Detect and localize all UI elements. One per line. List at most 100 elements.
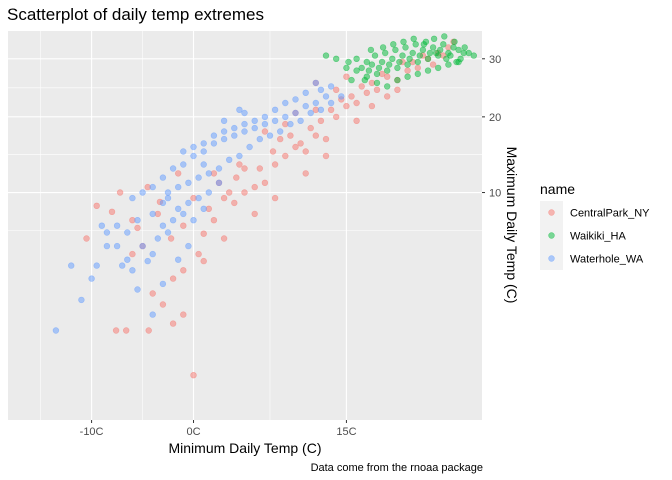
point-Waterhole_WA bbox=[149, 183, 156, 191]
point-Waterhole_WA bbox=[251, 124, 258, 132]
x-tick-label: -10C bbox=[80, 426, 104, 438]
point-Waikiki_HA bbox=[440, 41, 447, 48]
point-Waterhole_WA bbox=[190, 143, 197, 151]
point-Waterhole_WA bbox=[113, 242, 121, 250]
point-CentralPark_NY bbox=[241, 165, 248, 172]
point-Waikiki_HA bbox=[430, 35, 438, 42]
point-CentralPark_NY bbox=[271, 194, 279, 202]
point-Waterhole_WA bbox=[236, 152, 243, 160]
point-CentralPark_NY bbox=[297, 140, 304, 147]
point-CentralPark_NY bbox=[129, 250, 136, 258]
point-Waterhole_WA bbox=[164, 229, 172, 236]
point-Waterhole_WA bbox=[277, 128, 284, 135]
point-Waikiki_HA bbox=[384, 67, 391, 74]
point-CentralPark_NY bbox=[175, 170, 182, 177]
point-Waterhole_WA bbox=[241, 109, 248, 117]
point-Waikiki_HA bbox=[363, 58, 370, 66]
point-CentralPark_NY bbox=[83, 235, 90, 242]
point-Waterhole_WA bbox=[180, 161, 187, 168]
point-CentralPark_NY bbox=[363, 89, 370, 97]
y-tick-label: 30 bbox=[489, 54, 501, 66]
point-Waterhole_WA bbox=[287, 120, 294, 128]
point-Waterhole_WA bbox=[327, 99, 335, 107]
point-Waikiki_HA bbox=[378, 58, 386, 66]
point-CentralPark_NY bbox=[353, 99, 360, 107]
point-Waterhole_WA bbox=[302, 89, 309, 97]
point-CentralPark_NY bbox=[108, 208, 116, 216]
point-Waikiki_HA bbox=[365, 67, 373, 74]
point-CentralPark_NY bbox=[145, 327, 152, 334]
point-Waterhole_WA bbox=[149, 311, 156, 318]
point-Waterhole_WA bbox=[175, 205, 182, 213]
point-Waterhole_WA bbox=[118, 262, 126, 269]
point-Waikiki_HA bbox=[429, 44, 437, 51]
point-Waikiki_HA bbox=[426, 49, 434, 57]
point-Waikiki_HA bbox=[412, 41, 419, 48]
point-Waterhole_WA bbox=[200, 161, 207, 168]
point-CentralPark_NY bbox=[261, 128, 269, 135]
point-Waikiki_HA bbox=[424, 55, 432, 62]
point-CentralPark_NY bbox=[122, 327, 130, 334]
point-CentralPark_NY bbox=[190, 372, 197, 379]
point-CentralPark_NY bbox=[384, 93, 391, 100]
point-CentralPark_NY bbox=[169, 320, 177, 327]
data-points bbox=[52, 33, 477, 379]
point-Waterhole_WA bbox=[241, 128, 248, 135]
point-CentralPark_NY bbox=[93, 202, 100, 210]
point-CentralPark_NY bbox=[112, 327, 120, 334]
point-CentralPark_NY bbox=[317, 117, 325, 125]
point-Waterhole_WA bbox=[88, 275, 95, 282]
point-CentralPark_NY bbox=[277, 135, 284, 143]
point-Waterhole_WA bbox=[307, 109, 314, 117]
point-Waikiki_HA bbox=[437, 46, 444, 54]
point-Waikiki_HA bbox=[379, 44, 387, 51]
point-CentralPark_NY bbox=[226, 189, 233, 196]
point-CentralPark_NY bbox=[180, 311, 187, 318]
point-Waterhole_WA bbox=[195, 194, 202, 202]
point-Waikiki_HA bbox=[345, 58, 352, 66]
point-Waterhole_WA bbox=[134, 286, 141, 293]
point-Waterhole_WA bbox=[159, 222, 167, 229]
point-CentralPark_NY bbox=[169, 275, 177, 282]
point-Waterhole_WA bbox=[129, 267, 136, 274]
point-Waikiki_HA bbox=[416, 52, 423, 59]
point-CentralPark_NY bbox=[195, 250, 202, 258]
point-Waterhole_WA bbox=[190, 217, 197, 224]
point-Waterhole_WA bbox=[159, 199, 167, 207]
point-CentralPark_NY bbox=[327, 106, 335, 114]
point-Waterhole_WA bbox=[266, 132, 274, 139]
legend: name CentralPark_NY Waikiki_HA Waterhole_W… bbox=[540, 181, 650, 270]
point-Waterhole_WA bbox=[93, 262, 100, 269]
point-Waterhole_WA bbox=[124, 256, 131, 263]
point-Waikiki_HA bbox=[373, 70, 381, 78]
point-Waterhole_WA bbox=[317, 106, 325, 114]
point-CentralPark_NY bbox=[159, 301, 167, 308]
legend-key-Waikiki_HA bbox=[548, 232, 555, 239]
legend-key-Waterhole_WA bbox=[548, 255, 555, 262]
point-Waikiki_HA bbox=[461, 44, 468, 51]
point-Waterhole_WA bbox=[190, 152, 197, 160]
point-Waterhole_WA bbox=[195, 174, 202, 181]
point-Waterhole_WA bbox=[129, 194, 136, 202]
point-Waikiki_HA bbox=[406, 55, 413, 62]
point-CentralPark_NY bbox=[302, 170, 309, 177]
point-Waikiki_HA bbox=[441, 33, 448, 40]
point-Waterhole_WA bbox=[180, 210, 187, 218]
point-Waikiki_HA bbox=[333, 55, 340, 62]
point-Waterhole_WA bbox=[215, 179, 223, 187]
point-CentralPark_NY bbox=[220, 235, 228, 242]
point-CentralPark_NY bbox=[404, 67, 411, 74]
point-CentralPark_NY bbox=[282, 152, 289, 160]
point-CentralPark_NY bbox=[287, 132, 294, 139]
point-Waikiki_HA bbox=[450, 44, 457, 51]
legend-label-CentralPark_NY: CentralPark_NY bbox=[570, 208, 650, 220]
x-tick-label: 0C bbox=[186, 426, 200, 438]
point-Waikiki_HA bbox=[384, 83, 391, 90]
point-Waikiki_HA bbox=[368, 61, 376, 68]
point-Waikiki_HA bbox=[390, 41, 397, 48]
point-Waikiki_HA bbox=[470, 52, 477, 59]
point-CentralPark_NY bbox=[368, 102, 376, 110]
point-Waterhole_WA bbox=[185, 179, 192, 187]
point-Waikiki_HA bbox=[465, 49, 472, 57]
